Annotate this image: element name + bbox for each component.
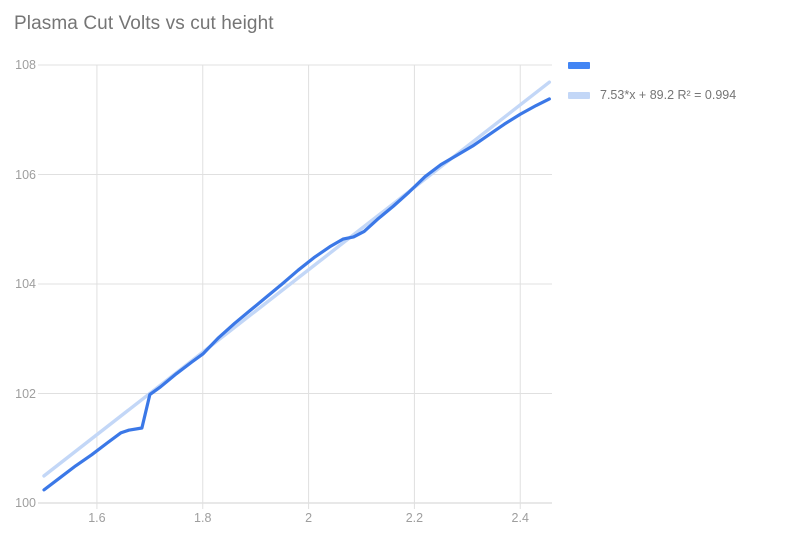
legend-color-swatch — [568, 61, 590, 69]
chart-title: Plasma Cut Volts vs cut height — [14, 13, 274, 34]
legend-color-swatch — [568, 91, 590, 99]
y-axis-tick-labels: 100 102 104 106 108 — [0, 58, 36, 510]
x-axis-tick-label: 1.8 — [194, 511, 212, 525]
y-axis-tick-label: 108 — [15, 58, 36, 72]
plot-area — [38, 64, 552, 509]
trendline-path — [42, 80, 552, 478]
legend-entry[interactable] — [568, 50, 780, 80]
x-axis-tick-label: 1.6 — [88, 511, 106, 525]
x-axis-tick-label: 2.4 — [511, 511, 529, 525]
gridlines — [38, 64, 552, 509]
chart-legend: 7.53*x + 89.2 R² = 0.994 — [568, 50, 780, 110]
x-axis-tick-label: 2 — [305, 511, 313, 525]
legend-label: 7.53*x + 89.2 R² = 0.994 — [600, 88, 737, 102]
y-axis-tick-label: 100 — [15, 496, 36, 510]
y-axis-tick-label: 106 — [15, 167, 36, 182]
series-line-path — [42, 97, 551, 492]
x-axis-tick-label: 2.2 — [405, 511, 424, 525]
x-axis-tick-labels: 1.6 1.8 2 2.2 2.4 — [44, 511, 552, 531]
data-series — [42, 80, 552, 492]
plot-svg — [38, 64, 552, 509]
y-axis-tick-label: 104 — [15, 277, 36, 291]
y-axis-tick-label: 102 — [15, 386, 36, 401]
legend-entry[interactable]: 7.53*x + 89.2 R² = 0.994 — [568, 80, 780, 110]
